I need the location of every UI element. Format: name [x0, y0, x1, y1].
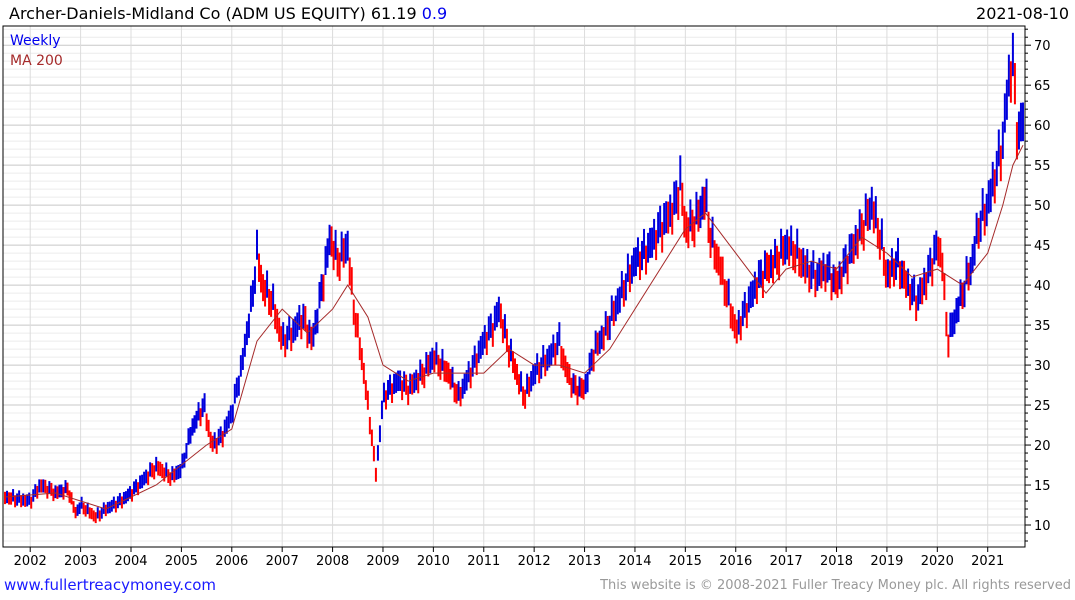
chart-date: 2021-08-10 [976, 4, 1069, 23]
x-tick-label: 2010 [417, 554, 450, 569]
y-tick-label: 10 [1034, 519, 1051, 534]
x-tick-label: 2018 [820, 554, 853, 569]
grid [3, 26, 1025, 547]
x-tick-label: 2009 [366, 554, 399, 569]
legend-weekly: Weekly [10, 33, 61, 49]
title-text: Archer-Daniels-Midland Co (ADM US EQUITY… [9, 4, 417, 23]
price-bars [4, 32, 1024, 524]
ma200-line [4, 144, 1024, 510]
x-tick-label: 2020 [921, 554, 954, 569]
legend-ma200: MA 200 [10, 53, 63, 69]
y-tick-label: 20 [1034, 439, 1051, 454]
x-tick-label: 2012 [518, 554, 551, 569]
x-axis: 2002 2003 2004 2005 2006 2007 2008 2009 2010 2011… [14, 547, 1004, 569]
y-tick-label: 50 [1034, 199, 1051, 214]
x-tick-label: 2021 [971, 554, 1004, 569]
x-tick-label: 2015 [669, 554, 702, 569]
y-tick-label: 15 [1034, 479, 1051, 494]
x-tick-label: 2013 [568, 554, 601, 569]
plot-frame [2, 25, 1026, 548]
x-tick-label: 2019 [870, 554, 903, 569]
x-tick-label: 2003 [64, 554, 97, 569]
y-tick-label: 60 [1034, 119, 1051, 134]
copyright-text: This website is © 2008-2021 Fuller Treac… [600, 578, 1071, 593]
x-tick-label: 2002 [14, 554, 47, 569]
website-link[interactable]: www.fullertreacymoney.com [4, 576, 217, 594]
y-axis: 10 15 20 25 30 35 40 45 50 55 60 65 70 [1025, 28, 1051, 542]
chart-title: Archer-Daniels-Midland Co (ADM US EQUITY… [9, 4, 447, 23]
x-tick-label: 2007 [266, 554, 299, 569]
x-tick-label: 2008 [316, 554, 349, 569]
y-tick-label: 25 [1034, 399, 1051, 414]
x-tick-label: 2006 [215, 554, 248, 569]
y-tick-label: 40 [1034, 279, 1051, 294]
y-tick-label: 45 [1034, 239, 1051, 254]
x-tick-label: 2017 [770, 554, 803, 569]
y-tick-label: 55 [1034, 159, 1051, 174]
x-tick-label: 2011 [467, 554, 500, 569]
y-tick-label: 70 [1034, 39, 1051, 54]
x-tick-label: 2016 [719, 554, 752, 569]
price-change: 0.9 [421, 4, 448, 23]
x-tick-label: 2004 [114, 554, 147, 569]
y-tick-label: 35 [1034, 319, 1051, 334]
y-tick-label: 65 [1034, 79, 1051, 94]
x-tick-label: 2014 [618, 554, 651, 569]
y-tick-label: 30 [1034, 359, 1051, 374]
x-tick-label: 2005 [165, 554, 198, 569]
